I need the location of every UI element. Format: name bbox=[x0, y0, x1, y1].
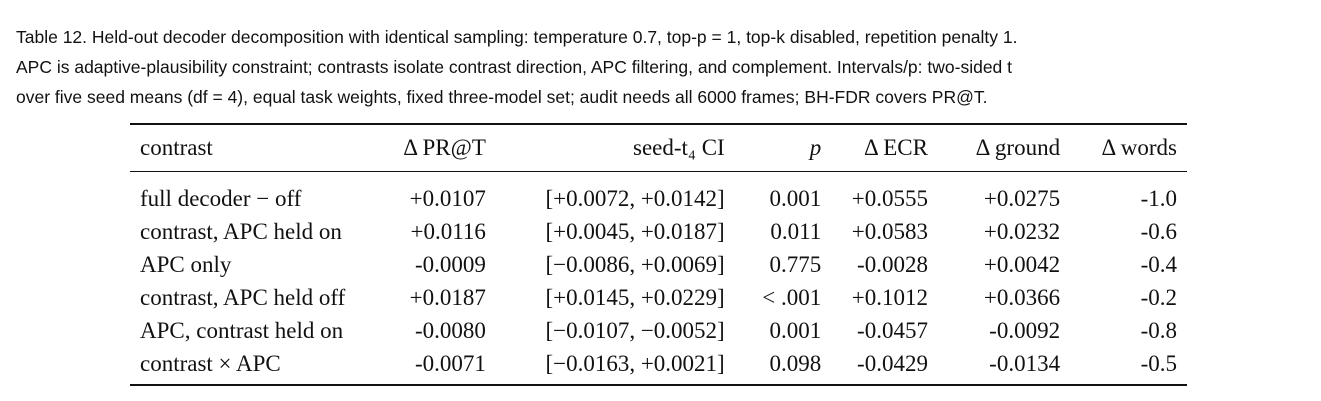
cell-contrast: contrast × APC bbox=[140, 350, 281, 376]
cell-seed-ci: [−0.0163, +0.0021] bbox=[545, 350, 725, 376]
cell-delta-words: -0.8 bbox=[1140, 317, 1177, 343]
cell-contrast: full decoder − off bbox=[140, 185, 302, 211]
cell-seed-ci: [−0.0107, −0.0052] bbox=[545, 317, 725, 343]
cell-delta-words: -0.4 bbox=[1140, 251, 1177, 277]
cell-seed-ci: [+0.0045, +0.0187] bbox=[545, 218, 725, 244]
cell-p-value: 0.001 bbox=[769, 317, 822, 343]
cell-delta-words: -0.6 bbox=[1140, 218, 1177, 244]
cell-contrast: APC only bbox=[140, 251, 232, 277]
table-row: contrast, APC held off +0.0187 [+0.0145, +… bbox=[130, 281, 1187, 314]
cell-delta-ground: -0.0134 bbox=[989, 350, 1061, 376]
cell-p-value: < .001 bbox=[762, 284, 822, 310]
header-contrast: contrast bbox=[130, 125, 385, 172]
cell-p-value: 0.011 bbox=[770, 218, 822, 244]
cell-contrast: contrast, APC held on bbox=[140, 218, 342, 244]
cell-delta-ground: -0.0092 bbox=[989, 317, 1061, 343]
cell-delta-ecr: -0.0457 bbox=[857, 317, 928, 343]
header-p: p bbox=[734, 125, 832, 172]
table-header-row: contrast Δ PR@T seed-t₄ CI p Δ ECR Δ gro… bbox=[130, 125, 1187, 172]
caption-line-2: APC is adaptive-plausibility constraint;… bbox=[16, 57, 1013, 77]
cell-delta-ecr: +0.0583 bbox=[851, 218, 928, 244]
header-seed-ci: seed-t₄ CI bbox=[495, 125, 735, 172]
caption-line-3: over five seed means (df = 4), equal tas… bbox=[16, 87, 988, 107]
header-delta-words: Δ words bbox=[1070, 125, 1187, 172]
results-table: contrast Δ PR@T seed-t₄ CI p Δ ECR Δ gro… bbox=[130, 123, 1187, 386]
cell-delta-pr: +0.0116 bbox=[410, 218, 486, 244]
header-delta-pr: Δ PR@T bbox=[384, 125, 496, 172]
table-row: full decoder − off +0.0107 [+0.0072, +0.01… bbox=[130, 172, 1187, 216]
cell-delta-pr: -0.0071 bbox=[414, 350, 486, 376]
table-row: contrast × APC -0.0071 [−0.0163, +0.0021] 0… bbox=[130, 347, 1187, 384]
cell-seed-ci: [−0.0086, +0.0069] bbox=[545, 251, 725, 277]
cell-delta-words: -0.5 bbox=[1140, 350, 1177, 376]
cell-p-value: 0.775 bbox=[769, 251, 822, 277]
cell-delta-ground: +0.0366 bbox=[983, 284, 1061, 310]
cell-seed-ci: [+0.0072, +0.0142] bbox=[545, 185, 725, 211]
cell-delta-ground: +0.0275 bbox=[983, 185, 1061, 211]
cell-delta-pr: +0.0107 bbox=[409, 185, 486, 211]
cell-p-value: 0.001 bbox=[769, 185, 822, 211]
cell-delta-ecr: -0.0028 bbox=[857, 251, 928, 277]
cell-contrast: APC, contrast held on bbox=[140, 317, 344, 343]
cell-delta-words: -0.2 bbox=[1140, 284, 1177, 310]
cell-contrast: contrast, APC held off bbox=[140, 284, 346, 310]
cell-seed-ci: [+0.0145, +0.0229] bbox=[545, 284, 725, 310]
cell-delta-ecr: +0.0555 bbox=[851, 185, 928, 211]
table-row: contrast, APC held on +0.0116 [+0.0045, +0… bbox=[130, 215, 1187, 248]
cell-delta-ecr: -0.0429 bbox=[857, 350, 928, 376]
cell-delta-ground: +0.0232 bbox=[983, 218, 1061, 244]
cell-delta-pr: -0.0009 bbox=[414, 251, 486, 277]
cell-delta-pr: +0.0187 bbox=[409, 284, 486, 310]
cell-delta-ecr: +0.1012 bbox=[851, 284, 928, 310]
table-caption: Table 12. Held-out decoder decomposition… bbox=[16, 22, 1312, 112]
caption-line-1: Table 12. Held-out decoder decomposition… bbox=[16, 27, 1018, 47]
cell-delta-words: -1.0 bbox=[1140, 185, 1177, 211]
cell-p-value: 0.098 bbox=[769, 350, 822, 376]
table-row: APC, contrast held on -0.0080 [−0.0107, −0… bbox=[130, 314, 1187, 347]
cell-delta-ground: +0.0042 bbox=[983, 251, 1061, 277]
table-row: APC only -0.0009 [−0.0086, +0.0069] 0.775 -0… bbox=[130, 248, 1187, 281]
cell-delta-pr: -0.0080 bbox=[414, 317, 486, 343]
header-delta-ecr: Δ ECR bbox=[831, 125, 938, 172]
header-delta-ground: Δ ground bbox=[937, 125, 1071, 172]
